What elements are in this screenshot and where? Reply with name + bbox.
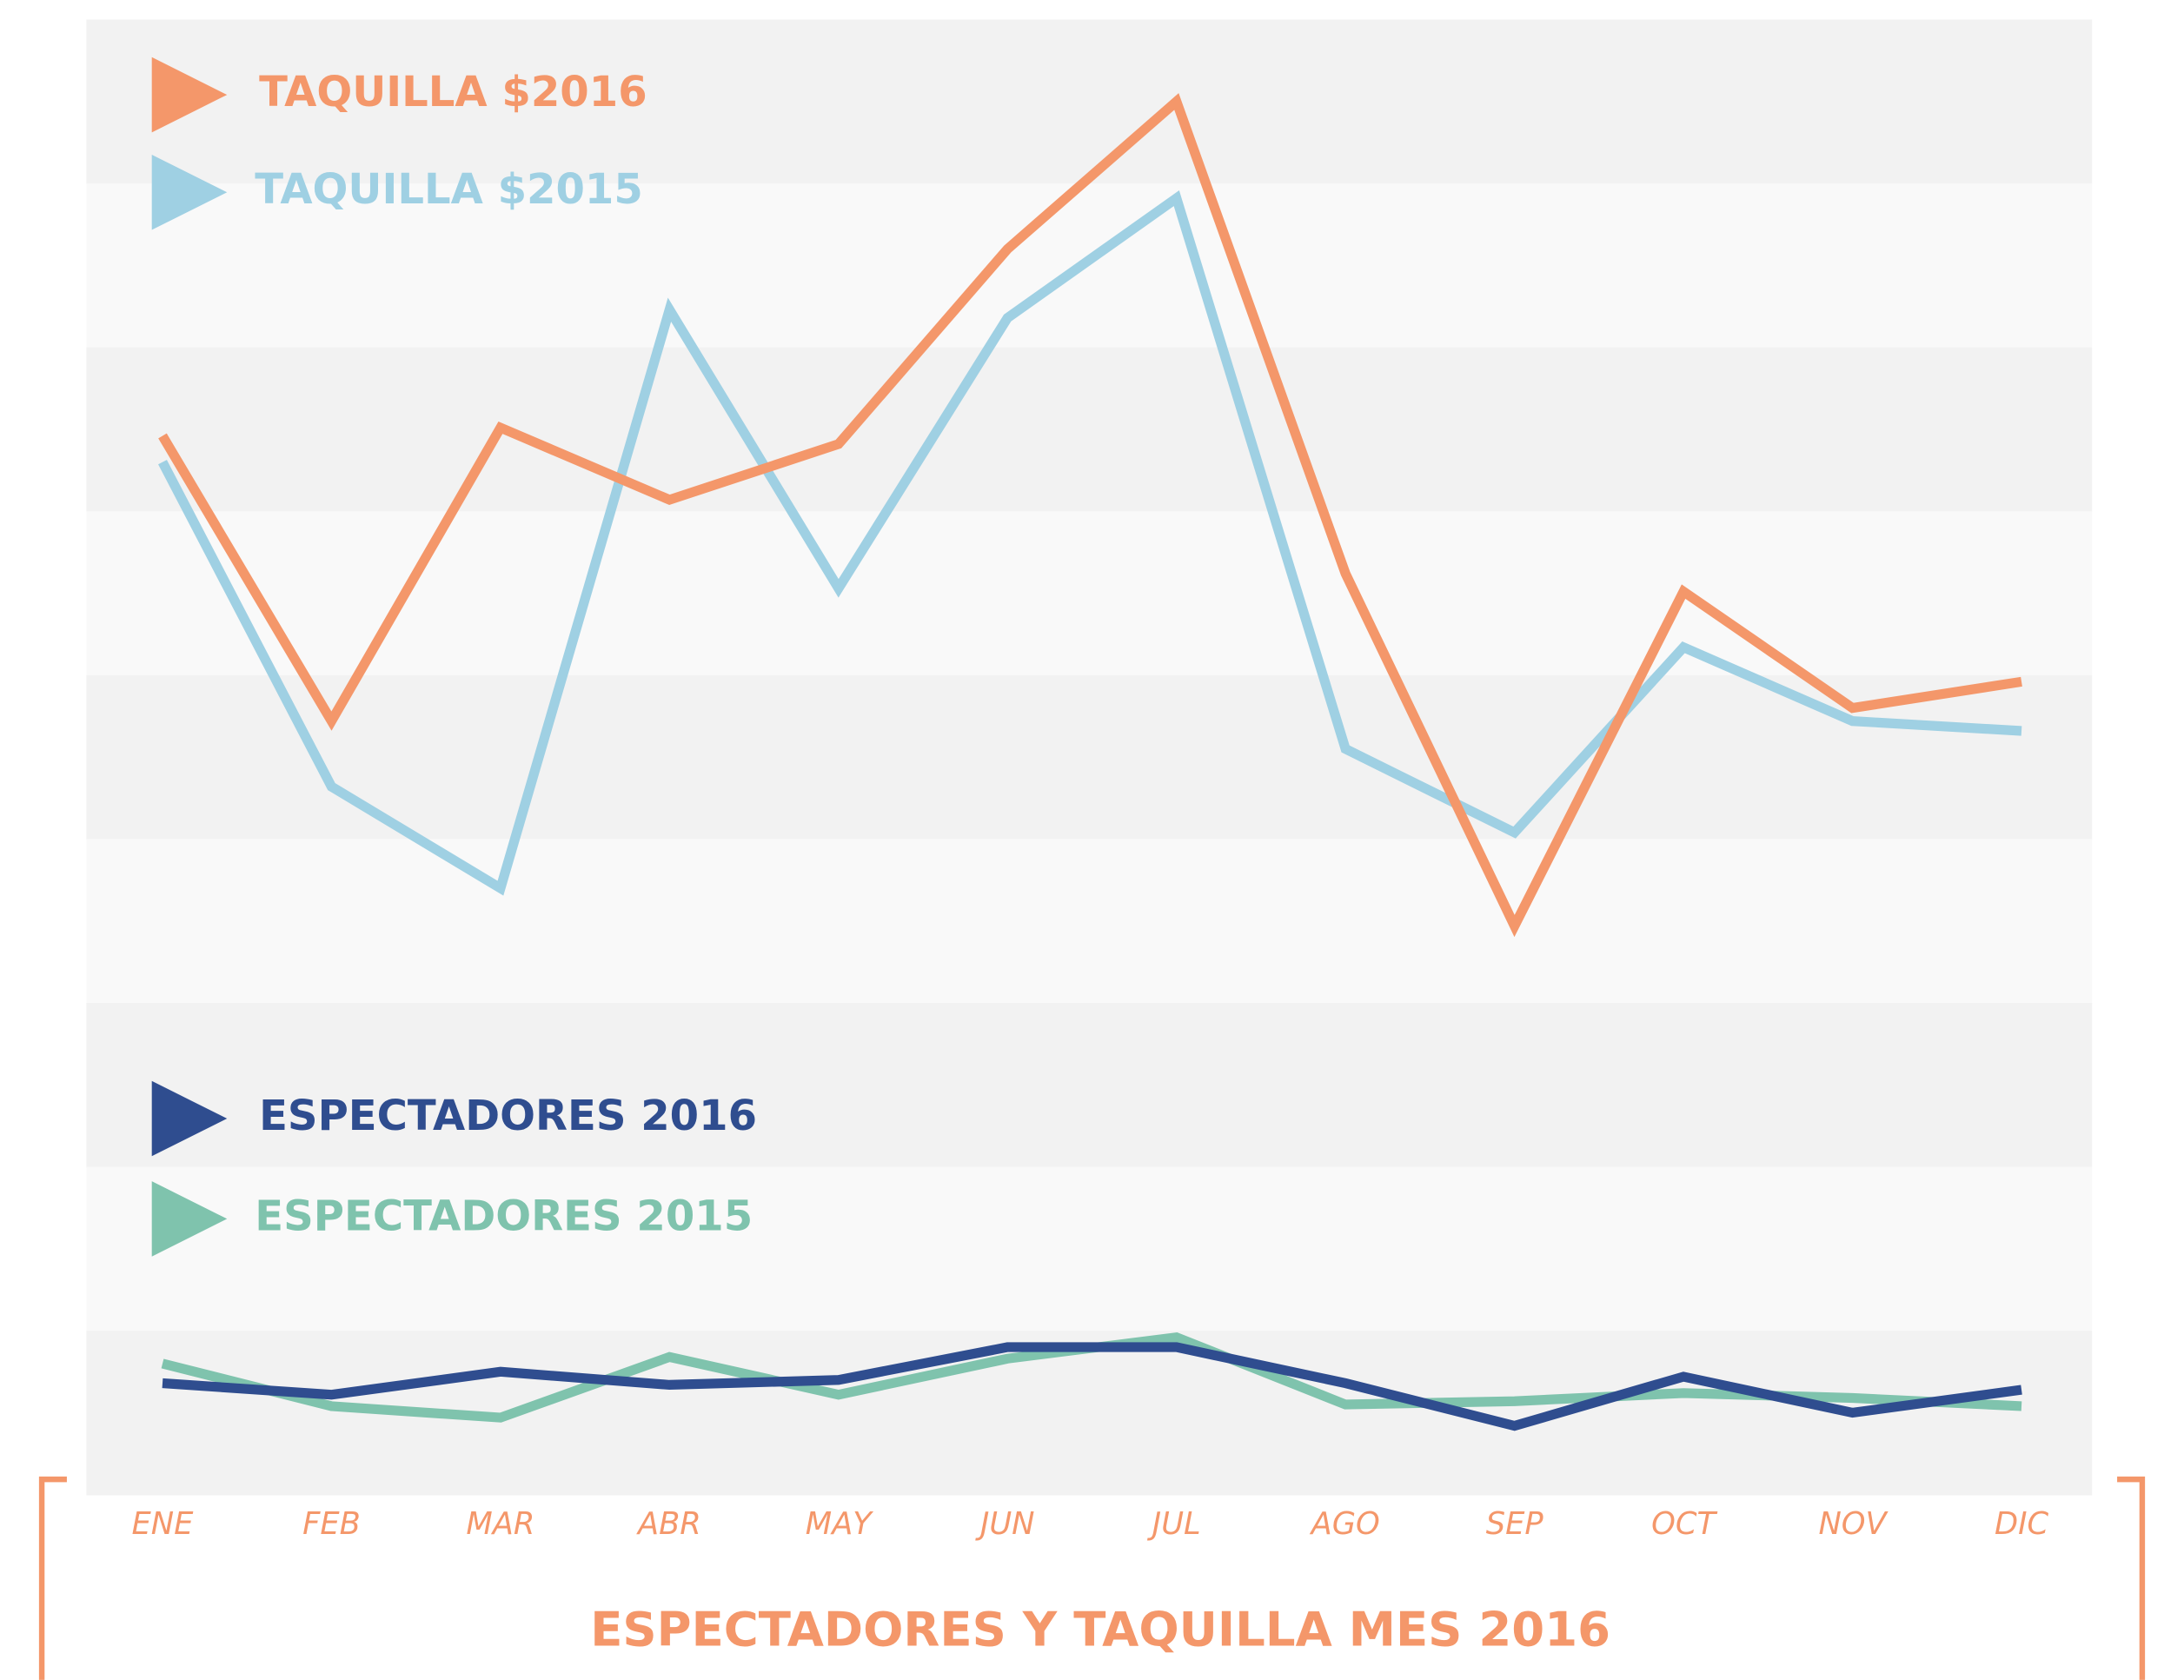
band: [86, 19, 2093, 184]
x-tick-label: JUN: [975, 1506, 1035, 1542]
band: [86, 1003, 2093, 1168]
legend-label: ESPECTADORES 2016: [259, 1092, 757, 1140]
legend-label: ESPECTADORES 2015: [255, 1192, 753, 1240]
series-line: [158, 93, 2022, 938]
x-tick-label: JUL: [1147, 1506, 1201, 1542]
x-tick-label: MAY: [806, 1506, 874, 1542]
x-tick-label: FEB: [302, 1506, 361, 1542]
x-tick-label: ENE: [132, 1506, 195, 1542]
x-tick-label: NOV: [1818, 1506, 1889, 1542]
legend-marker: [151, 1181, 228, 1257]
legend-label: TAQUILLA $2015: [255, 165, 643, 214]
band: [86, 1166, 2093, 1331]
lines: [158, 93, 2022, 1431]
series-line: [162, 1342, 2022, 1431]
x-tick-label: OCT: [1651, 1506, 1717, 1542]
x-tick-label: SEP: [1486, 1506, 1544, 1542]
x-tick-label: AGO: [1310, 1506, 1380, 1542]
legend-marker: [151, 56, 228, 133]
x-tick-label: MAR: [466, 1506, 534, 1542]
band: [86, 511, 2093, 676]
background-bands: [86, 19, 2093, 1496]
series-line: [158, 190, 2022, 896]
legend-label: TAQUILLA $2016: [259, 68, 647, 116]
band: [86, 347, 2093, 513]
chart-title: ESPECTADORES Y TAQUILLA MES 2016: [590, 1602, 1610, 1657]
band: [86, 674, 2093, 840]
legend-marker: [151, 1080, 228, 1157]
bracket: [38, 1476, 2146, 1680]
x-tick-label: DIC: [1995, 1506, 2049, 1542]
x-tick-label: ABR: [636, 1506, 701, 1542]
legend-marker: [151, 154, 228, 230]
band: [86, 839, 2093, 1004]
